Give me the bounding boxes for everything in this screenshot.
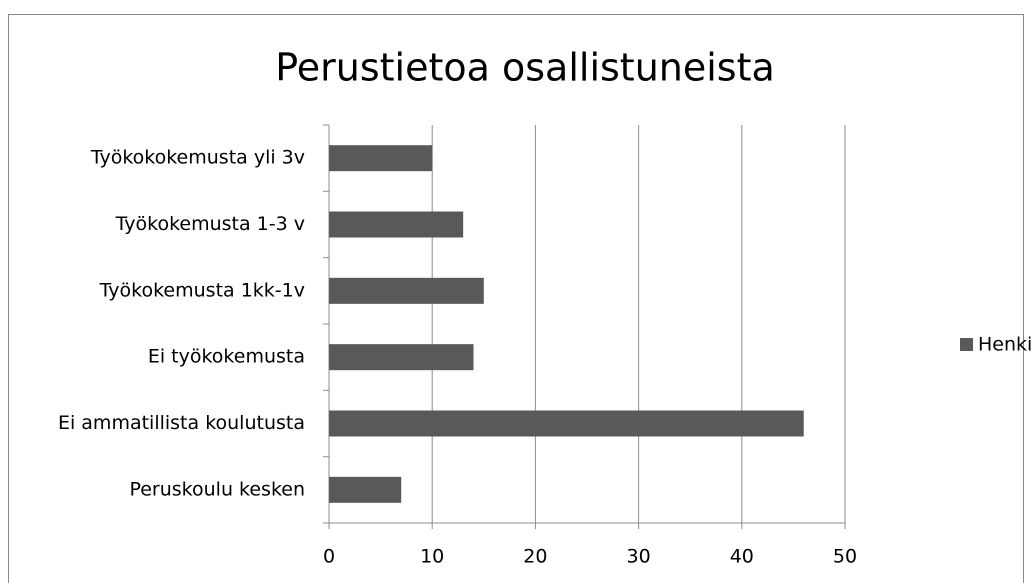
y-tick-label: Työkokemusta 1kk-1v [99,279,305,301]
x-tick-label: 50 [833,546,857,568]
bar [329,410,804,437]
chart-frame [8,14,1024,583]
bar [329,344,474,371]
y-tick-label: Peruskoulu kesken [129,478,305,500]
x-tick-label: 10 [420,546,444,568]
bar [329,277,484,304]
bar [329,145,433,172]
bar [329,476,402,503]
y-tick-label: Työkokokemusta yli 3v [90,147,305,169]
bar [329,211,464,238]
legend-swatch [960,338,973,351]
y-tick-label: Työkokemusta 1-3 v [115,213,305,235]
chart-title: Perustietoa osallistuneista [275,46,775,90]
x-tick-label: 30 [627,546,651,568]
legend-label: Henkilöä [978,334,1032,356]
y-tick-label: Ei työkokemusta [148,346,305,368]
x-tick-label: 20 [523,546,547,568]
x-tick-label: 0 [323,546,335,568]
y-tick-label: Ei ammatillista koulutusta [58,412,305,434]
x-tick-label: 40 [730,546,754,568]
